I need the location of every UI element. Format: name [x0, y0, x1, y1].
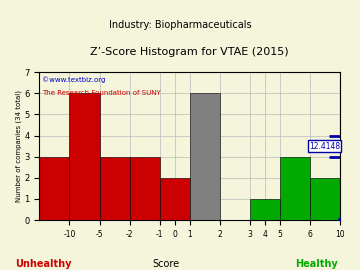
Bar	[250, 199, 280, 220]
Bar	[190, 93, 220, 220]
Text: ©www.textbiz.org: ©www.textbiz.org	[42, 76, 106, 83]
Y-axis label: Number of companies (34 total): Number of companies (34 total)	[15, 90, 22, 202]
Text: Industry: Biopharmaceuticals: Industry: Biopharmaceuticals	[109, 20, 251, 30]
Text: Healthy: Healthy	[296, 259, 338, 269]
Bar	[99, 157, 130, 220]
Text: The Research Foundation of SUNY: The Research Foundation of SUNY	[42, 90, 161, 96]
Bar	[280, 157, 310, 220]
Bar	[39, 157, 69, 220]
Text: Score: Score	[152, 259, 179, 269]
Bar	[130, 157, 160, 220]
Title: Z’-Score Histogram for VTAE (2015): Z’-Score Histogram for VTAE (2015)	[90, 48, 289, 58]
Bar	[69, 93, 99, 220]
Text: 12.4148: 12.4148	[309, 141, 340, 151]
Bar	[310, 178, 340, 220]
Bar	[160, 178, 190, 220]
Text: Unhealthy: Unhealthy	[15, 259, 71, 269]
